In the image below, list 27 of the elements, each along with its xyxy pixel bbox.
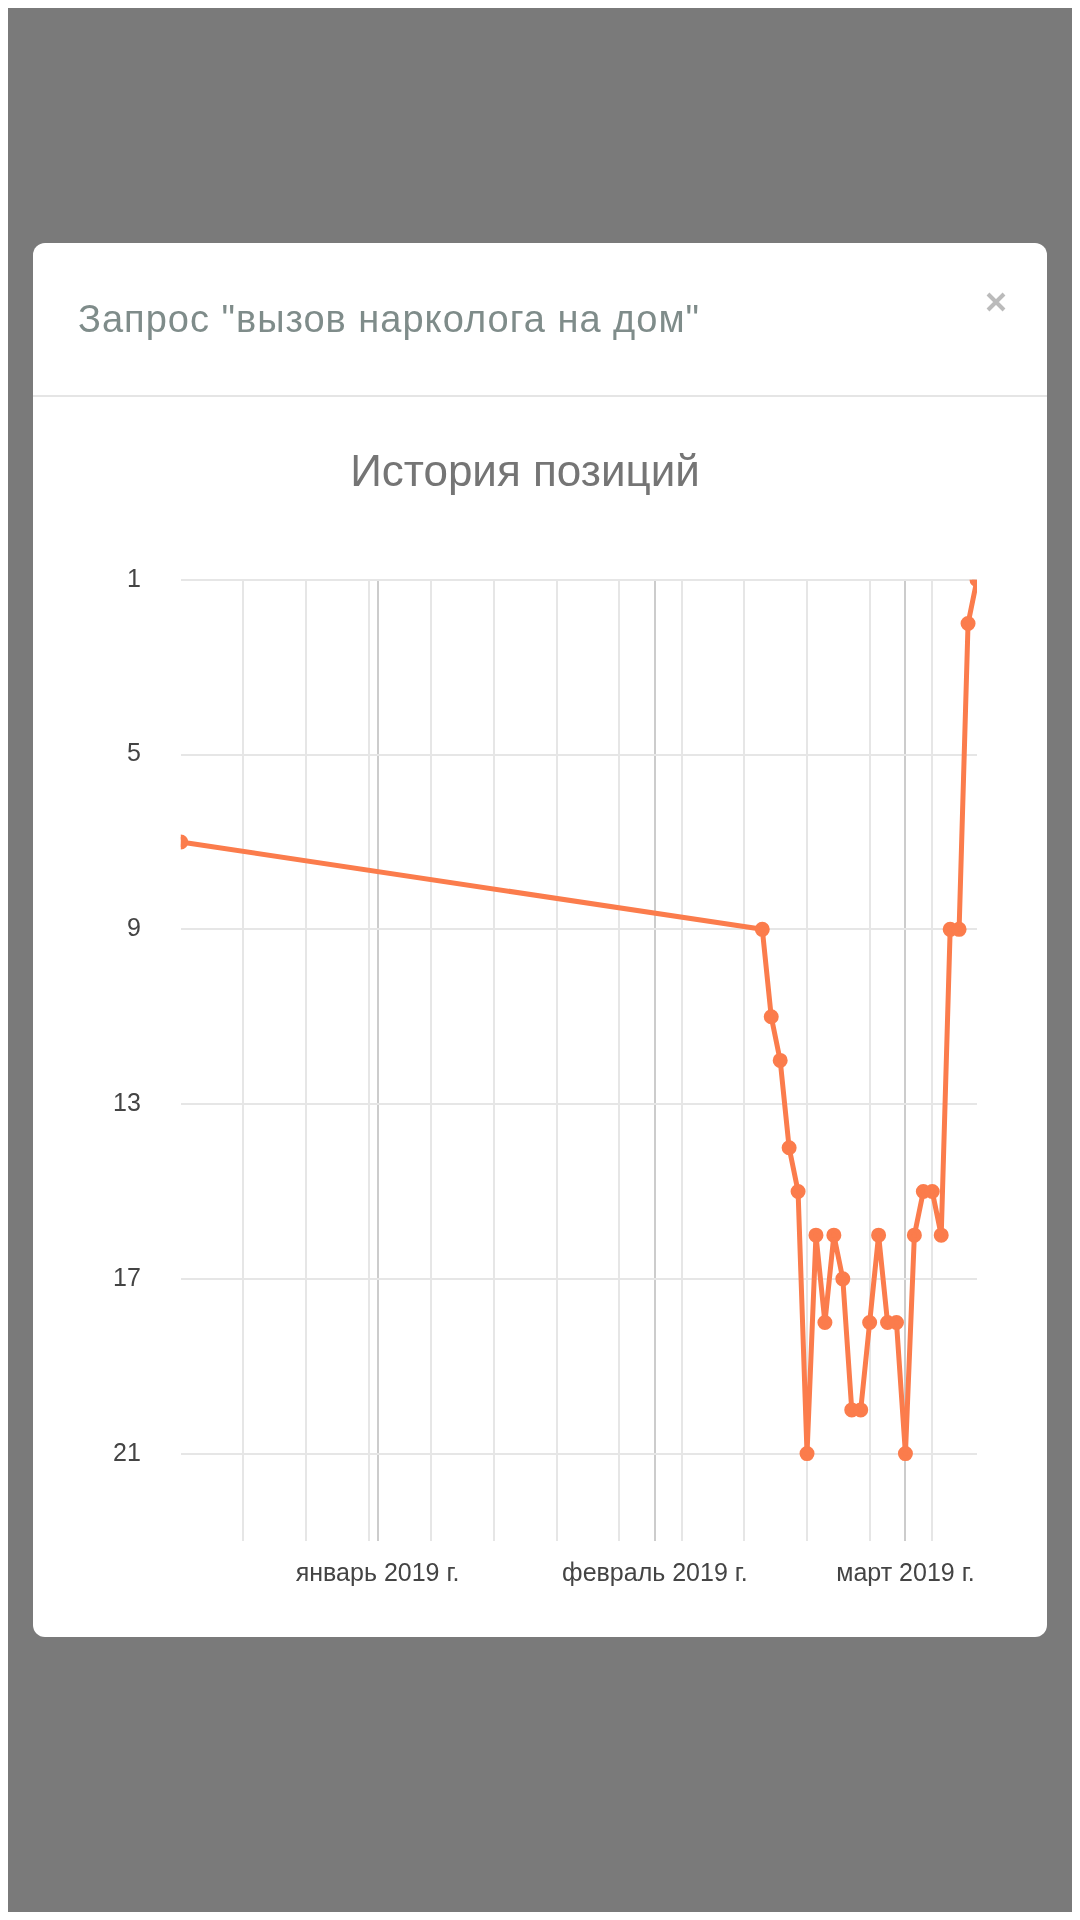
point xyxy=(906,1227,922,1243)
point xyxy=(808,1227,824,1243)
y-tick-label: 5 xyxy=(126,738,141,767)
point xyxy=(960,615,976,631)
y-tick-label: 9 xyxy=(126,913,141,942)
chart-subtitle: Запрос "вызов нарколога на дом" xyxy=(78,297,701,341)
y-tick-label: 21 xyxy=(113,1437,141,1466)
point xyxy=(871,1227,887,1243)
y-tick-label: 17 xyxy=(113,1262,141,1291)
point xyxy=(862,1315,878,1331)
point xyxy=(772,1052,788,1068)
y-tick-label: 1 xyxy=(126,563,141,592)
point xyxy=(933,1227,949,1243)
point xyxy=(897,1446,913,1462)
x-tick-label: январь 2019 г. xyxy=(295,1557,460,1586)
x-tick-label: февраль 2019 г. xyxy=(562,1557,748,1586)
point xyxy=(754,921,770,937)
point xyxy=(790,1183,806,1199)
point xyxy=(781,1140,797,1156)
y-tick-label: 13 xyxy=(113,1087,141,1116)
point xyxy=(799,1446,815,1462)
point xyxy=(826,1227,842,1243)
point xyxy=(817,1315,833,1331)
x-tick-label: март 2019 г. xyxy=(836,1557,975,1586)
point xyxy=(835,1271,851,1287)
point xyxy=(763,1009,779,1025)
chart-title: История позиций xyxy=(350,445,700,495)
